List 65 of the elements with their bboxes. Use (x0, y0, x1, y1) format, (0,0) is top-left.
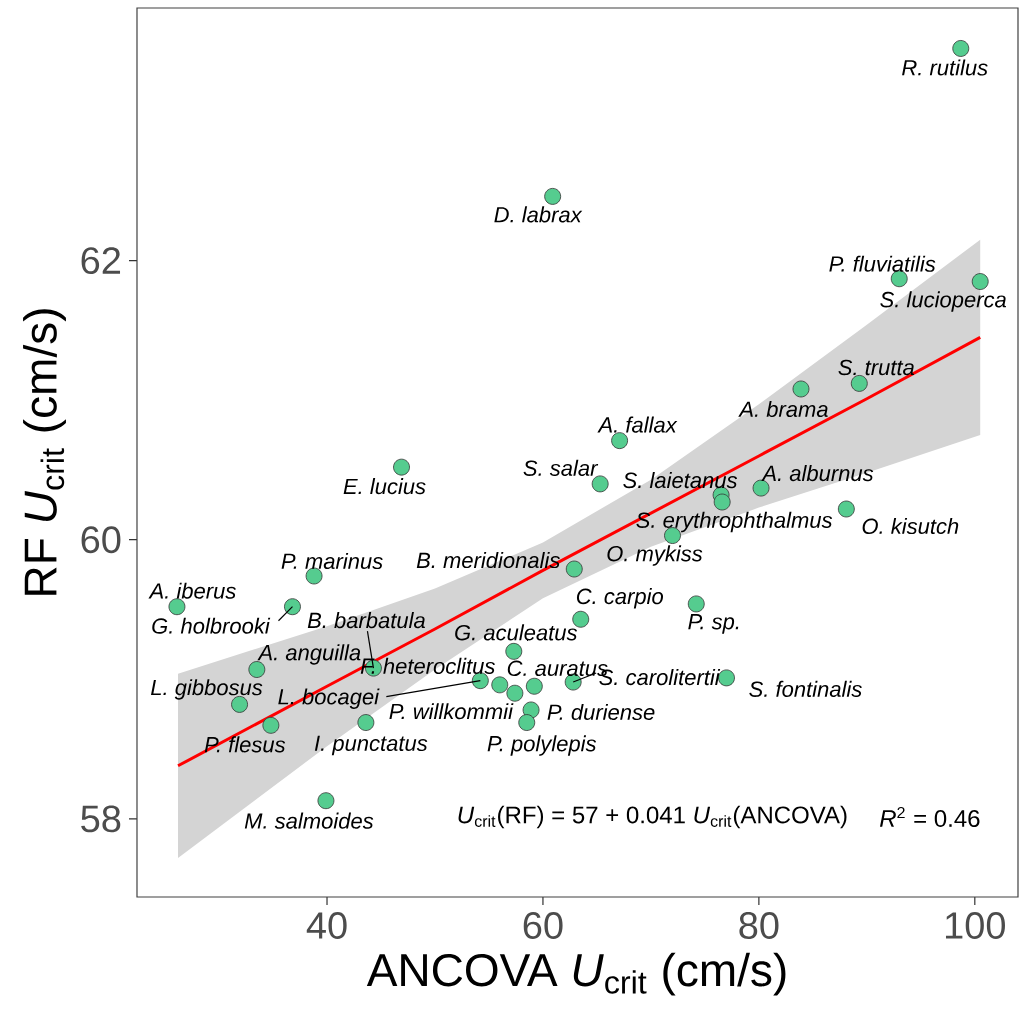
annotation: A. anguilla (257, 644, 361, 665)
point (591, 475, 609, 493)
point (393, 458, 410, 476)
x-axis-title: ANCOVA U$_{crit}$ (cm/s) (366, 952, 786, 996)
x-tick-label: 80 (739, 912, 779, 939)
annotation: R$^{2}$ = 0.46 (880, 806, 980, 828)
x-tick-label: 60 (523, 912, 563, 939)
point (168, 598, 186, 616)
annotation: P. sp. (688, 614, 739, 634)
annotation: A. brama (738, 400, 828, 418)
annotation: A. iberus (148, 582, 236, 599)
annotation: P. duriense (547, 703, 655, 721)
point (850, 375, 868, 392)
point (248, 661, 266, 678)
x-tick-label: 40 (306, 912, 347, 939)
point (505, 642, 523, 660)
annotation: S. fontinalis (749, 680, 862, 697)
point (837, 500, 855, 518)
annotation: O. mykiss (607, 545, 703, 566)
annotation: S. erythrophthalmus (636, 511, 833, 533)
annotation: P. polylepis (487, 735, 597, 756)
annotation: S. trutta (838, 359, 915, 376)
annotation: A. alburnus (761, 465, 874, 482)
annotation: B. meridionalis (416, 551, 560, 569)
point (284, 598, 301, 616)
annotation: I. punctatus (314, 735, 428, 756)
point (357, 714, 375, 731)
point (713, 493, 731, 511)
point (262, 716, 280, 734)
point (952, 40, 970, 57)
point (611, 432, 629, 450)
y-tick-label: 62 (81, 247, 121, 275)
y-tick-label: 60 (81, 526, 121, 554)
point (525, 677, 543, 695)
point (565, 560, 583, 578)
annotation: U$_{crit}$(RF) = 57 + 0.041 U$_{crit}$(ANCOVA) (458, 805, 847, 829)
annotation: B. barbatula (307, 612, 425, 629)
annotation: O. kisutch (862, 517, 959, 535)
annotation: C. carpio (576, 588, 664, 609)
point (491, 676, 509, 694)
annotation: L. gibbosus (150, 679, 263, 700)
point (518, 714, 536, 731)
point (506, 684, 524, 702)
annotation: R. rutilus (902, 59, 988, 76)
point (792, 380, 810, 398)
point (544, 187, 562, 205)
point (971, 273, 989, 290)
annotation: S. salar (523, 459, 599, 476)
annotation: L. bocagei (278, 688, 380, 709)
annotation: P. willkommii (389, 703, 514, 720)
y-tick-label: 58 (81, 805, 121, 833)
annotation: D. labrax (494, 206, 583, 223)
annotation: G. aculeatus (455, 624, 578, 641)
annotation: G. holbrooki (152, 617, 271, 634)
annotation: P. fluviatilis (829, 255, 936, 272)
annotation: M. salmoides (244, 812, 374, 829)
point (752, 479, 770, 497)
annotation: S. lucioperca (880, 291, 1006, 312)
x-tick-label: 100 (946, 912, 1005, 939)
y-axis-title: RF U$_{crit}$ (cm/s) (23, 309, 66, 595)
annotation: E. lucius (343, 478, 426, 495)
point (317, 792, 335, 810)
annotation: A. fallax (597, 416, 678, 433)
point (687, 595, 705, 613)
annotation: P. marinus (281, 552, 383, 570)
